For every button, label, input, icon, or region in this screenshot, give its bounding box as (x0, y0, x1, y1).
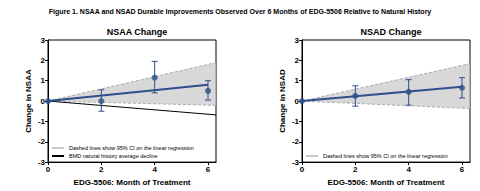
svg-text:0: 0 (295, 97, 300, 106)
svg-text:EDG-5506: Month of Treatment: EDG-5506: Month of Treatment (328, 178, 445, 187)
svg-text:EDG-5506: Month of Treatment: EDG-5506: Month of Treatment (74, 178, 191, 187)
svg-text:0: 0 (300, 165, 305, 174)
svg-text:-3: -3 (38, 158, 46, 167)
svg-text:NSAA Change: NSAA Change (107, 27, 168, 37)
svg-text:6: 6 (206, 165, 211, 174)
svg-text:-1: -1 (38, 117, 46, 126)
svg-text:2: 2 (99, 165, 104, 174)
svg-text:3: 3 (41, 36, 46, 45)
svg-text:Dashed lines show 95% CI on th: Dashed lines show 95% CI on the linear r… (323, 153, 448, 159)
svg-text:BMD natural history average de: BMD natural history average decline (69, 153, 158, 159)
svg-text:-1: -1 (292, 117, 300, 126)
svg-text:1: 1 (295, 76, 300, 85)
svg-text:NSAD Change: NSAD Change (360, 27, 421, 37)
svg-text:-2: -2 (292, 137, 300, 146)
svg-text:Change in NSAA: Change in NSAA (24, 69, 33, 133)
svg-text:Change in NSAD: Change in NSAD (278, 69, 287, 133)
svg-text:-3: -3 (292, 158, 300, 167)
svg-text:0: 0 (41, 97, 46, 106)
svg-text:2: 2 (295, 56, 300, 65)
svg-text:Figure 1. NSAA and NSAD Durabl: Figure 1. NSAA and NSAD Durable Improvem… (49, 8, 432, 16)
svg-text:6: 6 (460, 165, 465, 174)
svg-text:3: 3 (295, 36, 300, 45)
svg-text:4: 4 (152, 165, 157, 174)
svg-text:-2: -2 (38, 137, 46, 146)
svg-text:0: 0 (46, 165, 51, 174)
svg-text:Dashed lines show 95% CI on th: Dashed lines show 95% CI on the linear r… (69, 145, 194, 151)
svg-text:1: 1 (41, 76, 46, 85)
svg-text:2: 2 (353, 165, 358, 174)
svg-text:4: 4 (406, 165, 411, 174)
svg-text:2: 2 (41, 56, 46, 65)
